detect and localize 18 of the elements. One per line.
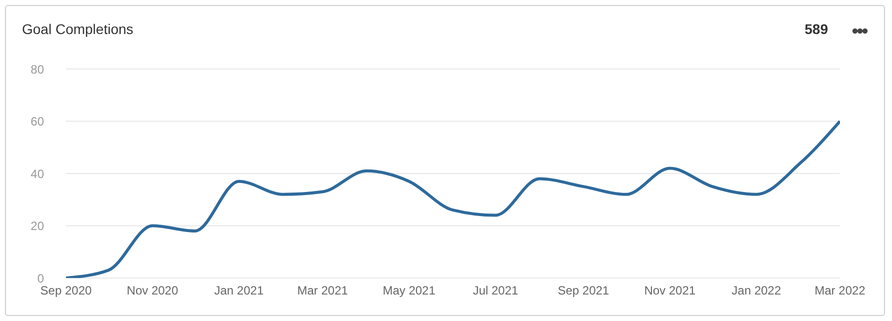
- x-tick-label: Sep 2020: [40, 284, 92, 298]
- y-tick-label: 0: [37, 271, 44, 286]
- x-tick-label: Nov 2020: [126, 284, 178, 298]
- x-tick-label: May 2021: [382, 284, 436, 298]
- x-tick-label: Jan 2022: [732, 284, 782, 298]
- x-tick-label: Mar 2021: [297, 284, 348, 298]
- x-tick-label: Jul 2021: [472, 284, 519, 298]
- line-series: [66, 120, 840, 278]
- y-tick-label: 40: [30, 166, 44, 181]
- y-tick-label: 80: [30, 62, 44, 76]
- y-tick-label: 60: [30, 114, 44, 129]
- x-tick-label: Jan 2021: [214, 284, 264, 298]
- chart-title: Goal Completions: [22, 21, 134, 37]
- text: 589: [804, 21, 828, 37]
- x-tick-label: Mar 2022: [814, 284, 866, 298]
- y-tick-label: 20: [30, 219, 44, 234]
- x-tick-label: Sep 2021: [558, 284, 610, 298]
- x-tick-label: Nov 2021: [644, 284, 696, 298]
